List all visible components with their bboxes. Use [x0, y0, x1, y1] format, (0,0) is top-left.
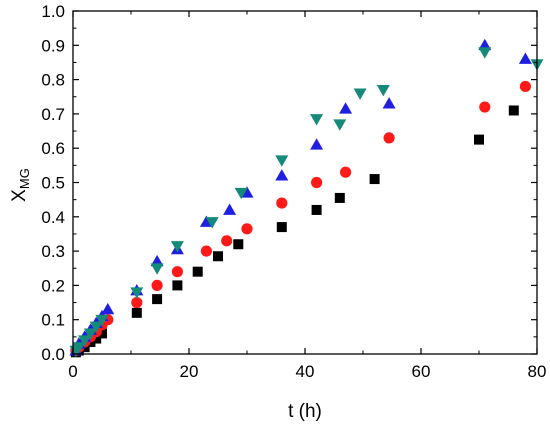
point-s4-16	[376, 85, 390, 97]
point-s2-11	[200, 245, 212, 257]
plot-border	[72, 10, 538, 355]
x-tick-label: 0	[68, 362, 77, 381]
point-s1-12	[233, 239, 244, 250]
point-s4-14	[333, 119, 347, 131]
point-s4-2	[72, 342, 86, 354]
x-tick-label: 60	[412, 362, 431, 381]
point-s3-16	[339, 102, 353, 114]
y-tick-label: 0.6	[41, 139, 65, 158]
point-s1-13	[276, 222, 287, 233]
point-s2-17	[383, 132, 395, 144]
x-tick-label: 80	[528, 362, 547, 381]
y-tick-label: 0.3	[41, 242, 65, 261]
point-s1-16	[369, 174, 380, 185]
point-s4-4	[83, 328, 97, 340]
point-s1-9	[172, 280, 183, 291]
point-s2-14	[276, 197, 288, 209]
point-s4-9	[170, 241, 184, 253]
point-s1-14	[311, 204, 322, 215]
plot-frame	[72, 10, 538, 355]
point-s2-8	[131, 296, 143, 309]
y-tick-label: 0.4	[41, 208, 65, 227]
y-tick-label: 0.7	[41, 105, 65, 124]
point-s3-17	[382, 97, 396, 109]
y-tick-label: 1.0	[41, 2, 65, 21]
point-s4-8	[150, 263, 164, 275]
y-tick-label: 0.5	[41, 174, 65, 193]
y-axis-label: XMG	[9, 168, 32, 202]
point-s4-17	[478, 47, 492, 59]
point-s4-6	[95, 314, 109, 327]
point-s3-12	[223, 203, 237, 215]
point-s2-9	[151, 279, 163, 291]
y-tick-label: 0.8	[41, 71, 65, 90]
point-s1-18	[508, 105, 519, 116]
point-s4-13	[310, 114, 324, 126]
point-s1-15	[334, 192, 345, 203]
point-s2-13	[241, 223, 253, 235]
point-s4-11	[234, 187, 248, 200]
y-tick-label: 0.2	[41, 276, 65, 295]
point-s3-14	[275, 169, 289, 181]
point-s4-12	[275, 155, 289, 167]
point-s4-3	[78, 335, 92, 347]
point-s3-15	[310, 138, 324, 150]
plot-background	[73, 11, 537, 354]
x-tick-label: 40	[296, 362, 315, 381]
x-tick-label: 20	[180, 362, 199, 381]
x-axis-label: t (h)	[288, 401, 322, 422]
point-s1-17	[474, 134, 484, 145]
data-points	[69, 38, 544, 358]
point-s2-12	[221, 235, 233, 247]
y-axis-label-sub: MG	[17, 168, 32, 189]
tick-labels: 0 20 40 60 80 0.0 0.1 0.2 0.3 0.4 0.5 0.6 0.7 0.8 0.9 1…	[41, 2, 546, 381]
point-s3-19	[518, 52, 532, 64]
y-tick-label: 0.1	[41, 311, 65, 330]
point-s3-7	[101, 302, 115, 315]
point-s2-18	[479, 101, 491, 113]
point-s1-8	[152, 294, 163, 305]
y-tick-label: 0.9	[41, 36, 65, 55]
y-tick-label: 0.0	[41, 345, 65, 364]
point-s2-19	[519, 80, 532, 93]
point-s1-10	[192, 266, 203, 277]
point-s1-11	[213, 251, 223, 262]
point-s2-10	[171, 266, 183, 278]
point-s1-6	[97, 328, 107, 339]
plot-area	[73, 11, 537, 354]
point-s4-10	[205, 217, 219, 229]
point-s1-7	[131, 307, 142, 318]
point-s2-16	[340, 166, 352, 178]
point-s1-5	[91, 333, 102, 344]
series-4	[69, 47, 544, 358]
point-s2-15	[311, 176, 323, 189]
point-s4-15	[353, 88, 367, 100]
point-s4-5	[89, 321, 103, 334]
point-s4-7	[130, 287, 144, 299]
y-axis-label-main: X	[9, 189, 30, 202]
